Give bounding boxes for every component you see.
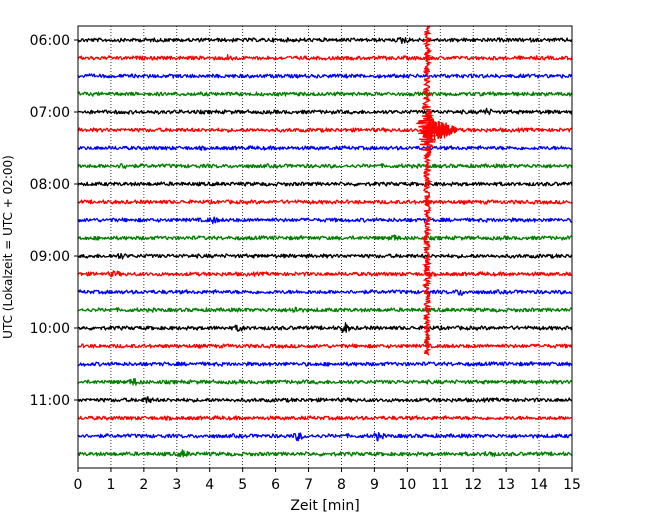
- y-tick-label-10:00: 10:00: [30, 321, 70, 337]
- trace-row-0615: [77, 53, 573, 61]
- x-tick-label-3: 3: [172, 477, 181, 493]
- y-tick-label-08:00: 08:00: [30, 177, 70, 193]
- trace-row-1100: [77, 396, 573, 404]
- trace-row-0930: [77, 289, 573, 296]
- y-axis-label: UTC (Lokalzeit = UTC + 02:00): [1, 155, 15, 339]
- trace-row-1030: [77, 361, 573, 367]
- x-tick-label-1: 1: [106, 477, 115, 493]
- trace-row-0915: [77, 270, 573, 278]
- x-axis-ticks: 0 1 2 3 4 5 6 7 8 9 10 11 12 13 14 15: [74, 468, 581, 493]
- x-tick-label-13: 13: [497, 477, 515, 493]
- trace-row-0945: [77, 306, 573, 313]
- trace-row-1045: [77, 378, 573, 386]
- trace-row-0900: [77, 252, 573, 260]
- seismic-traces: [77, 25, 573, 458]
- x-tick-label-7: 7: [304, 477, 313, 493]
- trace-row-1115: [77, 415, 573, 421]
- trace-row-0600: [77, 36, 573, 45]
- trace-row-0830: [77, 216, 573, 225]
- trace-row-1015: [77, 343, 573, 349]
- x-tick-label-15: 15: [563, 477, 581, 493]
- x-tick-label-0: 0: [74, 477, 83, 493]
- trace-row-1145: [77, 449, 573, 458]
- trace-row-1000: [77, 322, 573, 333]
- x-tick-label-4: 4: [205, 477, 214, 493]
- x-axis-label: Zeit [min]: [290, 498, 359, 514]
- x-tick-label-14: 14: [530, 477, 548, 493]
- trace-row-1130: [77, 432, 573, 442]
- x-tick-label-11: 11: [431, 477, 449, 493]
- earthquake-coda-trace: [426, 117, 458, 144]
- x-tick-label-10: 10: [398, 477, 416, 493]
- trace-row-0800: [77, 181, 573, 187]
- x-tick-label-5: 5: [238, 477, 247, 493]
- x-tick-label-2: 2: [139, 477, 148, 493]
- x-tick-label-12: 12: [464, 477, 482, 493]
- y-axis-ticks: 06:00 07:00 08:00 09:00 10:00 11:00: [30, 33, 78, 409]
- trace-row-0745: [77, 163, 573, 170]
- y-tick-label-07:00: 07:00: [30, 105, 70, 121]
- y-tick-label-06:00: 06:00: [30, 33, 70, 49]
- plot-frame: [77, 25, 573, 469]
- trace-row-0845: [77, 234, 573, 241]
- trace-row-0715: [77, 127, 573, 133]
- trace-row-0815: [77, 199, 573, 205]
- y-tick-label-09:00: 09:00: [30, 249, 70, 265]
- x-tick-label-6: 6: [271, 477, 280, 493]
- trace-row-0730: [77, 145, 573, 151]
- trace-row-0630: [77, 73, 573, 79]
- earthquake-event-trace: [415, 25, 439, 356]
- y-tick-label-11:00: 11:00: [30, 393, 70, 409]
- trace-row-0645: [77, 91, 573, 97]
- trace-row-0700: [77, 107, 573, 116]
- x-tick-label-9: 9: [370, 477, 379, 493]
- x-tick-label-8: 8: [337, 477, 346, 493]
